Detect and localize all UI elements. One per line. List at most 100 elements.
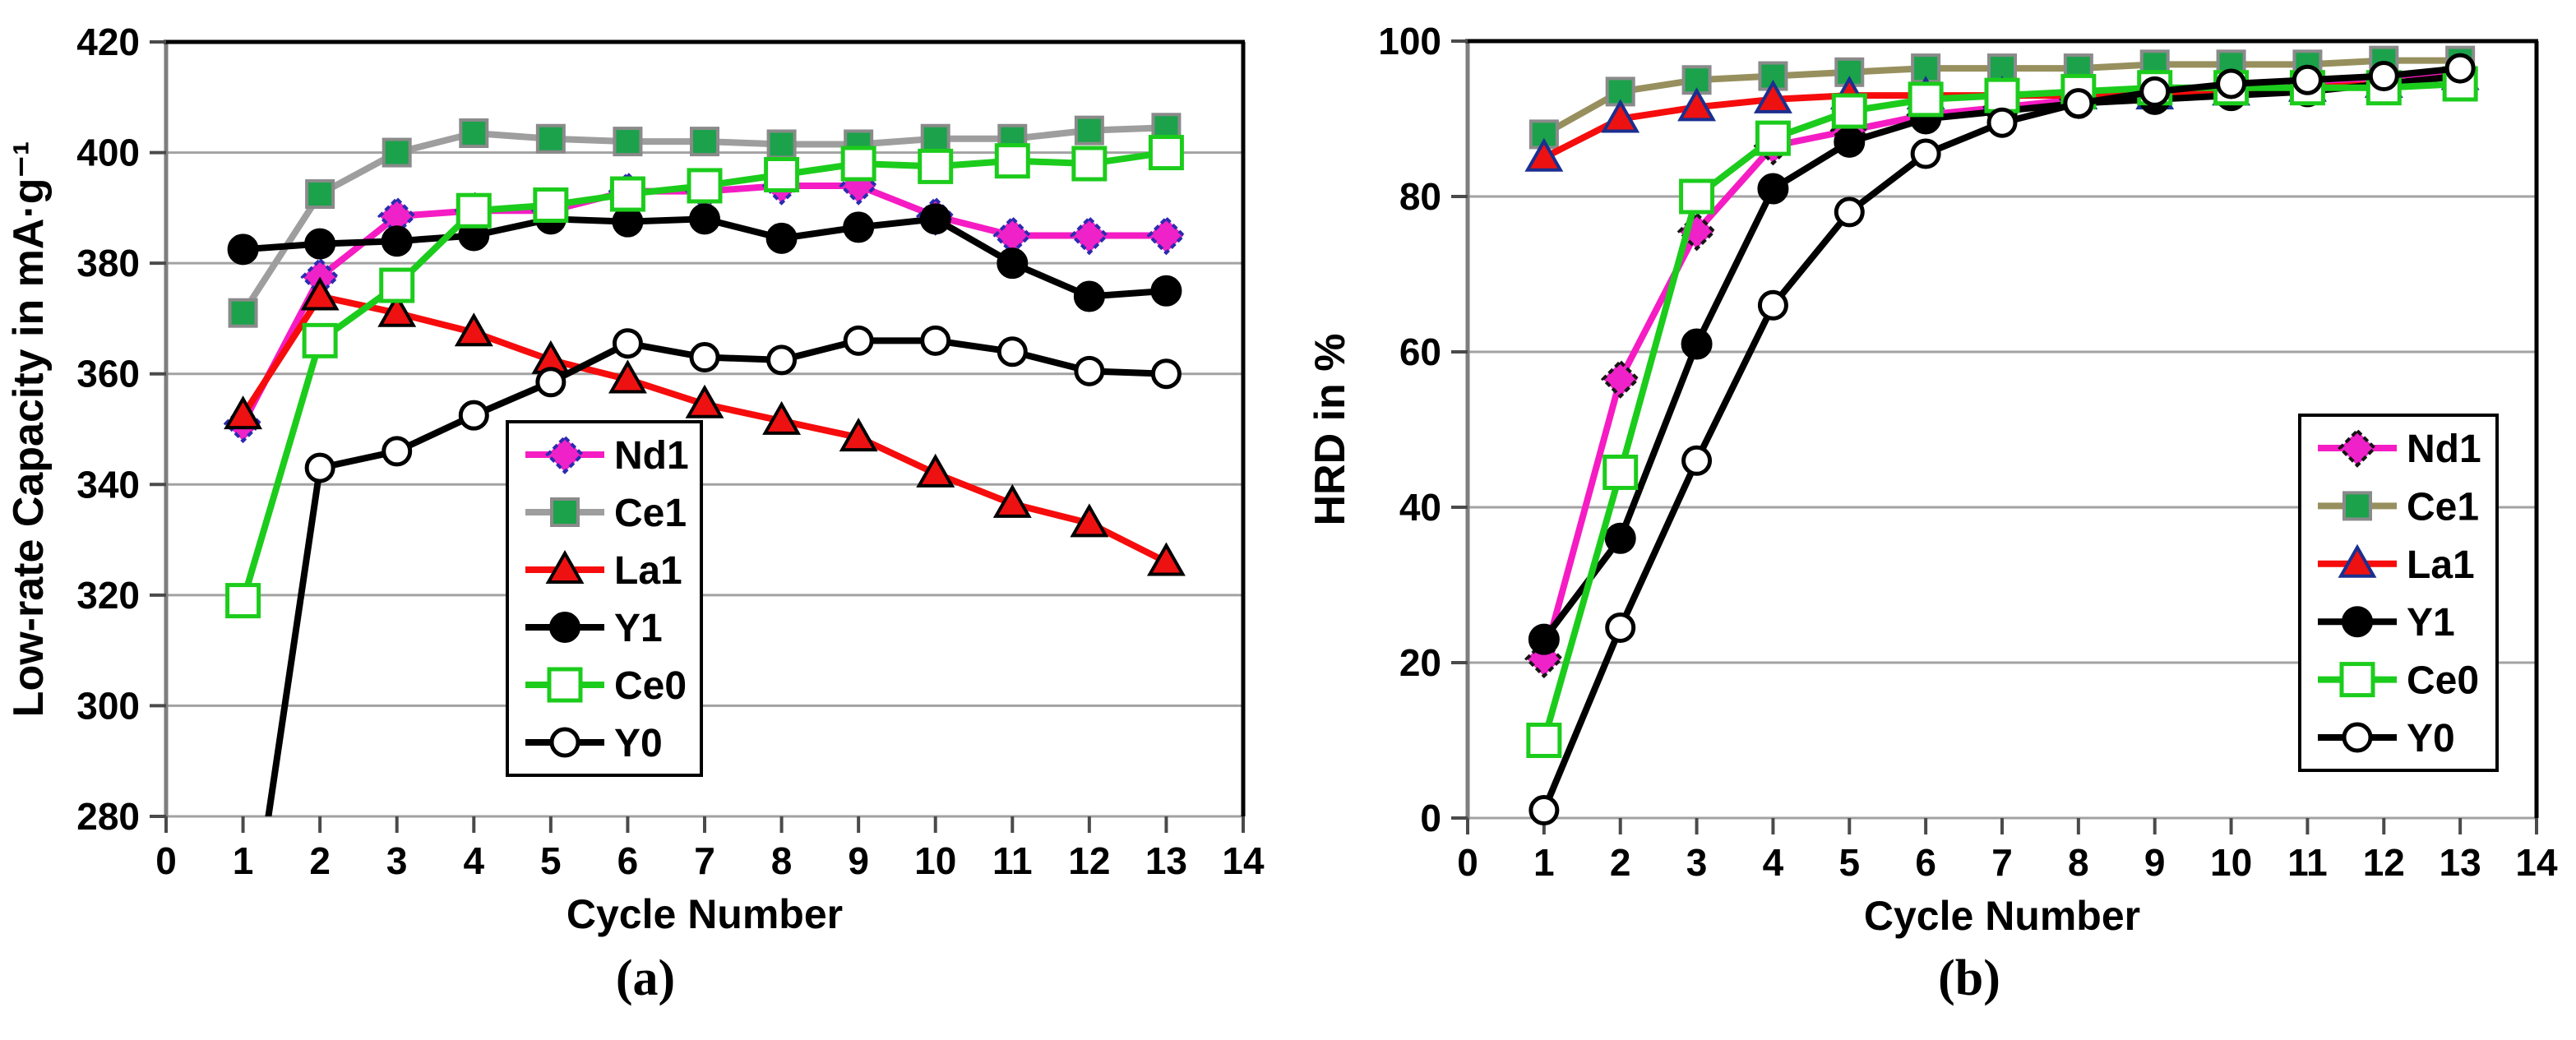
y-tick-label: 300 (76, 684, 140, 727)
x-axis-title: Cycle Number (1864, 893, 2140, 939)
x-tick-label: 9 (2144, 841, 2166, 884)
panel-caption-a: (a) (616, 950, 675, 1006)
legend-b: Nd1 Ce1 La1 Y1 Ce0 Y0 (2298, 414, 2499, 772)
series-La1-marker (992, 483, 1032, 518)
series-Ce0-marker (994, 143, 1030, 179)
x-tick-label: 8 (2068, 841, 2089, 884)
series-Y0-marker (689, 342, 720, 373)
legend-label-Y0: Y0 (2407, 717, 2455, 760)
panel-caption-b: (b) (1938, 950, 2000, 1006)
legend-marker-La1 (545, 549, 585, 584)
series-Y1 (227, 203, 1182, 312)
x-tick-label: 10 (2210, 841, 2252, 884)
legend-label-Nd1: Nd1 (614, 434, 689, 478)
series-Ce0-marker (302, 322, 338, 358)
x-tick-label: 2 (309, 839, 331, 882)
series-Y0-marker (2216, 68, 2247, 99)
series-Y0 (265, 325, 1182, 816)
series-La1-marker (1677, 87, 1717, 122)
y-tick-label: 420 (76, 21, 140, 63)
legend-label-Y1: Y1 (2407, 601, 2455, 645)
series-Ce0-marker (1071, 146, 1108, 182)
y-tick-label: 320 (76, 574, 140, 617)
y-tick-label: 80 (1399, 175, 1441, 218)
x-tick-label: 11 (992, 839, 1033, 882)
series-Ce0-marker (1148, 135, 1184, 171)
x-tick-label: 4 (463, 839, 484, 882)
series-Y1-marker (1681, 328, 1713, 360)
series-Ce1-marker (690, 127, 719, 157)
series-Nd1-marker (1600, 359, 1640, 399)
series-Y0-marker (612, 328, 643, 359)
series-Y0-marker (920, 325, 951, 356)
x-tick-label: 5 (540, 839, 562, 882)
legend-marker-Nd1 (545, 435, 585, 474)
x-axis-title: Cycle Number (567, 891, 843, 937)
series-Y1-marker (765, 222, 798, 254)
series-Y0-marker (997, 336, 1028, 367)
series-Y1-marker (1757, 173, 1789, 205)
y-tick-label: 280 (76, 795, 140, 838)
series-Y1-marker (997, 247, 1029, 280)
series-Y0-marker (1605, 612, 1636, 643)
series-La1-marker (224, 395, 263, 430)
series-Ce0-marker (1984, 77, 2020, 113)
series-Y1-marker (919, 203, 951, 235)
series-Ce0-marker (1526, 723, 1562, 758)
series-Ce1-marker (228, 298, 258, 328)
series-Nd1-marker (1676, 211, 1717, 252)
series-Y1-marker (612, 206, 644, 238)
series-Nd1-marker (1146, 215, 1186, 256)
series-Y1-marker (381, 225, 413, 257)
legend-label-La1: La1 (614, 549, 682, 593)
legend-label-Ce1: Ce1 (614, 492, 687, 535)
y-tick-label: 400 (76, 132, 140, 174)
legend-marker-Ce0 (547, 667, 583, 703)
legend-box (506, 420, 703, 777)
series-Y0-marker (2063, 88, 2094, 119)
legend-label-Y0: Y0 (614, 722, 663, 765)
x-tick-label: 0 (1457, 841, 1478, 884)
series-Y0 (1528, 53, 2476, 826)
series-Y0-marker (535, 367, 567, 398)
series-Y0-marker (1074, 355, 1105, 386)
legend-label-Ce0: Ce0 (614, 664, 687, 708)
series-Ce0 (225, 135, 1184, 619)
series-Y1-marker (227, 233, 259, 266)
legend-marker-La1 (2338, 543, 2377, 578)
series-Y0-marker (2139, 76, 2171, 107)
y-tick-label: 20 (1399, 641, 1441, 684)
legend-box (2298, 414, 2499, 772)
y-axis-title: HRD in % (1306, 334, 1354, 526)
series-Ce0-marker (764, 156, 800, 192)
y-tick-label: 360 (76, 353, 140, 395)
series-Y0-marker (1150, 358, 1182, 390)
series-Ce0-marker (1602, 454, 1639, 490)
series-La1-marker (762, 400, 802, 435)
series-La1-marker (1601, 99, 1640, 133)
series-Ce0-marker (609, 176, 645, 212)
series-Y1-marker (304, 228, 336, 260)
x-tick-label: 6 (1915, 841, 1936, 884)
series-Y0-marker (2444, 53, 2476, 84)
series-Y0-marker (458, 400, 489, 431)
x-tick-label: 13 (1145, 839, 1187, 882)
y-axis-title: Low-rate Capacity in mA·g⁻¹ (5, 141, 53, 718)
series-La1-marker (454, 312, 493, 347)
series-Y1-marker (1604, 522, 1636, 554)
series-Ce0-marker (918, 148, 954, 184)
series-Y1-marker (1834, 126, 1866, 158)
x-tick-label: 4 (1763, 841, 1784, 884)
x-tick-label: 13 (2440, 841, 2481, 884)
series-La1-marker (916, 453, 955, 488)
series-Y0-marker (1757, 289, 1788, 321)
legend-marker-Ce1 (550, 497, 580, 527)
x-tick-label: 9 (848, 839, 869, 882)
legend-marker-Y1 (2342, 606, 2373, 638)
legend-marker-Y0 (2342, 722, 2373, 753)
legend-marker-Y1 (549, 612, 580, 643)
